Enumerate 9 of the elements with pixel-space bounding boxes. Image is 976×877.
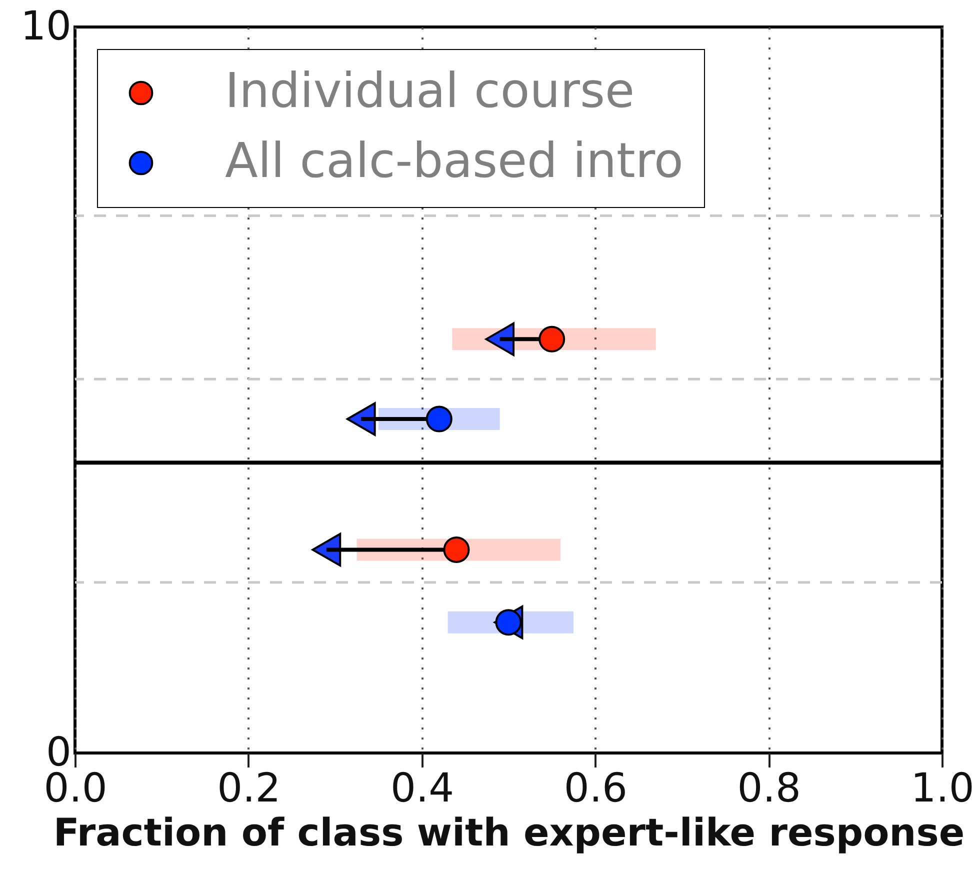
x-tick-label: 1.0 bbox=[910, 766, 974, 812]
x-tick-label: 0.2 bbox=[217, 766, 281, 812]
x-tick-label: 0.4 bbox=[390, 766, 454, 812]
x-tick-label: 0.6 bbox=[564, 766, 628, 812]
legend-label: All calc-based intro bbox=[225, 133, 684, 189]
x-tick-label: 0.8 bbox=[737, 766, 801, 812]
x-axis-title: Fraction of class with expert-like response bbox=[53, 810, 965, 854]
y-tick-label: 10 bbox=[20, 4, 72, 50]
legend-label: Individual course bbox=[225, 63, 634, 119]
